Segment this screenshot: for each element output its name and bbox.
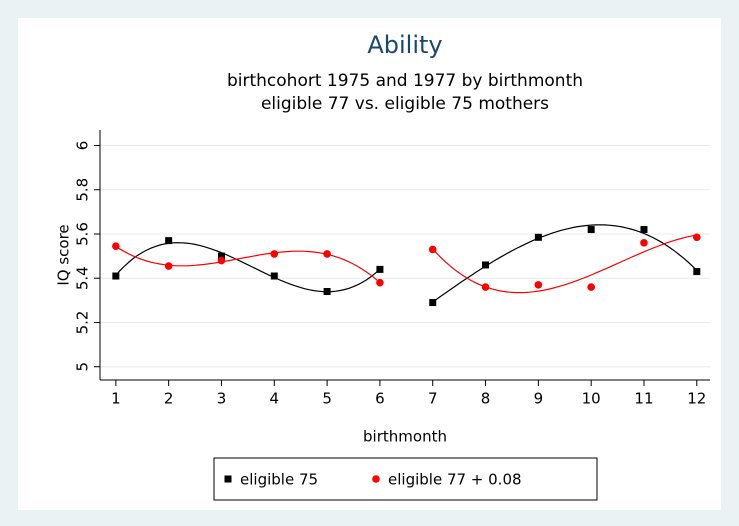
y-tick-label: 5.8 bbox=[74, 178, 92, 202]
point bbox=[534, 281, 543, 289]
fit-line bbox=[115, 245, 381, 284]
fit-line bbox=[115, 242, 381, 293]
y-tick-label: 5.4 bbox=[74, 266, 92, 290]
point bbox=[693, 268, 701, 276]
legend-box bbox=[213, 457, 598, 501]
point bbox=[534, 233, 542, 241]
x-tick-label: 9 bbox=[534, 390, 544, 408]
point bbox=[587, 226, 595, 234]
y-tick-label: 5 bbox=[74, 362, 92, 372]
y-tick-label: 5.6 bbox=[74, 222, 92, 246]
point bbox=[376, 265, 384, 273]
point bbox=[376, 278, 384, 287]
x-tick-label: 6 bbox=[375, 390, 385, 408]
y-axis-label: IQ score bbox=[55, 224, 73, 285]
point bbox=[270, 250, 279, 258]
x-tick-label: 8 bbox=[481, 390, 491, 408]
point bbox=[165, 237, 173, 245]
point bbox=[112, 272, 120, 280]
x-tick-label: 4 bbox=[270, 390, 280, 408]
point bbox=[429, 299, 437, 307]
point bbox=[428, 245, 437, 254]
fit-line bbox=[432, 234, 697, 294]
point bbox=[217, 252, 225, 260]
point bbox=[640, 239, 648, 247]
chart-title: Ability bbox=[367, 31, 442, 59]
legend-marker bbox=[224, 475, 232, 483]
legend-marker bbox=[372, 475, 380, 483]
point bbox=[481, 283, 490, 291]
point bbox=[640, 226, 648, 234]
x-tick-label: 1 bbox=[111, 390, 121, 408]
x-tick-label: 2 bbox=[164, 390, 174, 408]
y-tick-label: 6 bbox=[74, 141, 92, 151]
point bbox=[587, 283, 595, 291]
point bbox=[692, 233, 701, 242]
subtitle: birthcohort 1975 and 1977 by birthmonth bbox=[227, 71, 583, 91]
point bbox=[323, 250, 331, 258]
x-tick-label: 10 bbox=[582, 390, 601, 408]
point bbox=[323, 288, 331, 296]
point bbox=[482, 261, 490, 269]
x-tick-label: 3 bbox=[217, 390, 227, 408]
y-tick-label: 5.2 bbox=[74, 311, 92, 335]
fit-line bbox=[432, 224, 698, 303]
point bbox=[164, 262, 173, 270]
x-tick-label: 7 bbox=[428, 390, 438, 408]
point bbox=[112, 242, 120, 250]
x-axis-label: birthmonth bbox=[363, 428, 447, 446]
graph-region bbox=[18, 18, 721, 510]
subtitle: eligible 77 vs. eligible 75 mothers bbox=[261, 94, 549, 114]
x-tick-label: 12 bbox=[687, 390, 706, 408]
x-tick-label: 11 bbox=[634, 390, 653, 408]
point bbox=[217, 256, 226, 265]
legend-label: eligible 77 + 0.08 bbox=[388, 471, 522, 489]
point bbox=[270, 272, 278, 280]
x-tick-label: 5 bbox=[322, 390, 332, 408]
legend-label: eligible 75 bbox=[240, 471, 318, 489]
